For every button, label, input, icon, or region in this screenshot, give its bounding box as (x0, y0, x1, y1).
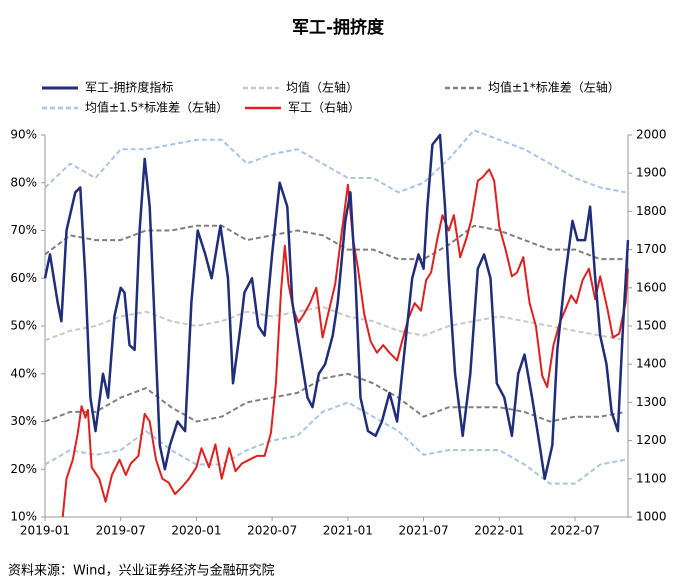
y2-tick-label: 1600 (636, 280, 667, 294)
y-tick-label: 10% (10, 510, 37, 524)
y-tick-label: 80% (10, 175, 37, 189)
y2-tick-label: 1500 (636, 319, 667, 333)
x-tick-label: 2021-01 (323, 524, 373, 538)
series-line (44, 372, 626, 423)
x-tick-label: 2019-01 (20, 524, 70, 538)
y-tick-label: 30% (10, 414, 37, 428)
series-line (44, 129, 626, 194)
y-tick-label: 90% (10, 128, 37, 142)
y2-tick-label: 1200 (636, 433, 667, 447)
x-tick-label: 2021-07 (399, 524, 449, 538)
y2-tick-label: 1400 (636, 357, 667, 371)
y-tick-label: 20% (10, 462, 37, 476)
series-line (61, 168, 629, 518)
y-tick-label: 70% (10, 223, 37, 237)
source-note: 资料来源：Wind，兴业证券经济与金融研究院 (8, 563, 275, 579)
x-tick-label: 2022-01 (474, 524, 524, 538)
y-tick-label: 50% (10, 319, 37, 333)
legend-label: 均值±1*标准差（左轴） (488, 80, 620, 95)
x-tick-label: 2020-07 (247, 524, 297, 538)
series-line (43, 133, 630, 481)
y2-tick-label: 1800 (636, 204, 667, 218)
legend-label: 军工-拥挤度指标 (85, 80, 173, 95)
y-tick-label: 60% (10, 271, 37, 285)
y2-tick-label: 1000 (636, 510, 667, 524)
y2-tick-label: 1700 (636, 242, 667, 256)
x-tick-label: 2020-01 (171, 524, 221, 538)
y-tick-label: 40% (10, 366, 37, 380)
chart-title: 军工-拥挤度 (292, 17, 385, 38)
y2-tick-label: 1300 (636, 395, 667, 409)
y2-tick-label: 1100 (636, 471, 667, 485)
series-line (44, 224, 626, 261)
x-tick-label: 2019-07 (96, 524, 146, 538)
legend-label: 均值（左轴） (286, 80, 358, 95)
y2-tick-label: 2000 (636, 128, 667, 142)
y2-tick-label: 1900 (636, 166, 667, 180)
legend-label: 军工（右轴） (288, 100, 360, 115)
legend-label: 均值±1.5*标准差（左轴） (85, 100, 228, 115)
x-tick-label: 2022-07 (550, 524, 600, 538)
